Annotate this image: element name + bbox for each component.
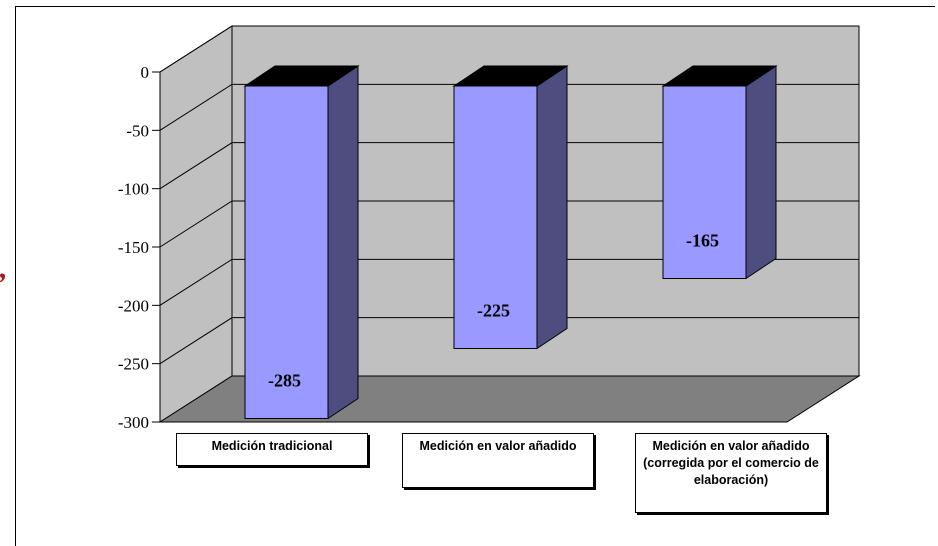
y-tick-label-5: -250 bbox=[118, 355, 149, 374]
bar-1: -225 bbox=[452, 65, 569, 350]
edge-decoration: , bbox=[0, 252, 8, 285]
y-tick-label-4: -200 bbox=[118, 296, 149, 315]
category-label-1: Medición en valor añadido bbox=[402, 433, 594, 488]
y-tick-label-2: -100 bbox=[118, 180, 149, 199]
bar-0: -285 bbox=[243, 65, 360, 420]
y-tick-label-6: -300 bbox=[118, 413, 149, 432]
value-label-0: -285 bbox=[268, 371, 301, 391]
bar-front-2 bbox=[662, 85, 747, 279]
gridline-0 bbox=[159, 25, 859, 73]
gridline-2 bbox=[159, 142, 859, 190]
category-label-2: Medición en valor añadido (corregida por… bbox=[635, 433, 827, 513]
bar-side-2 bbox=[745, 65, 777, 280]
bar-front-1 bbox=[453, 85, 538, 349]
gridline-4 bbox=[159, 258, 859, 306]
value-label-2: -165 bbox=[686, 231, 719, 251]
y-tick-label-3: -150 bbox=[118, 238, 149, 257]
bar-side-0 bbox=[327, 65, 359, 420]
bar-side-1 bbox=[536, 65, 568, 350]
gridline-1 bbox=[159, 83, 859, 131]
gridline-5 bbox=[159, 317, 859, 365]
category-label-0: Medición tradicional bbox=[176, 433, 368, 466]
gridline-3 bbox=[159, 200, 859, 248]
chart-frame bbox=[15, 6, 935, 546]
bar-2: -165 bbox=[661, 65, 778, 280]
y-tick-label-1: -50 bbox=[126, 121, 149, 140]
value-label-1: -225 bbox=[477, 301, 510, 321]
y-tick-label-0: 0 bbox=[141, 63, 150, 82]
bar-front-0 bbox=[244, 85, 329, 419]
